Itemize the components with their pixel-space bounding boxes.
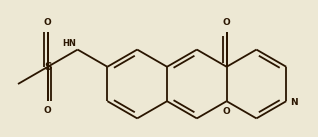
Text: HN: HN xyxy=(62,39,76,48)
Text: O: O xyxy=(223,107,231,116)
Text: O: O xyxy=(223,18,231,27)
Text: S: S xyxy=(44,62,52,72)
Text: N: N xyxy=(290,98,298,107)
Text: O: O xyxy=(44,106,52,115)
Text: O: O xyxy=(44,18,52,27)
